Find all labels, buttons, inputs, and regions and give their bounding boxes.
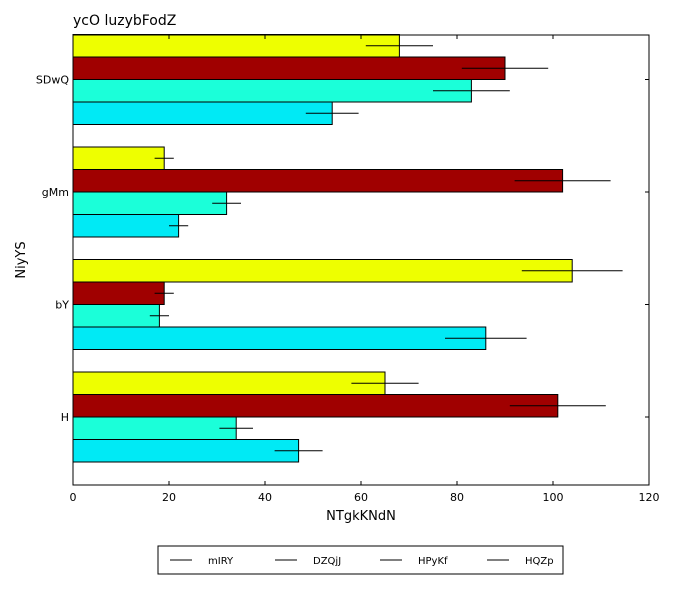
bars-layer [72,34,623,463]
y-tick-label: gMm [42,186,69,199]
bar-mIRY-bY [72,259,573,283]
bar-HPyKf-gMm [72,191,228,215]
bar-HPyKf-bY [72,304,160,328]
legend: mIRY DZQjJ HPyKf HQZp [157,545,564,575]
bar-mIRY-gMm [72,146,165,170]
x-axis-label: NTgkKNdN [326,509,396,524]
bar-HPyKf-SDwQ [72,79,472,103]
bar-HQZp-SDwQ [72,101,333,125]
legend-label-HQZp: HQZp [525,556,554,567]
bar-DZQjJ-bY [72,281,165,305]
bar-HPyKf-H [72,416,237,440]
legend-label-mIRY: mIRY [208,556,234,567]
y-tick-label: H [61,411,69,424]
y-axis-label: NiyYS [14,241,29,278]
y-tick-label: bY [55,299,69,312]
chart-title: ycO luzybFodZ [73,13,176,29]
bar-HQZp-bY [72,326,487,350]
y-tick-label: SDwQ [36,74,69,87]
bar-mIRY-SDwQ [72,34,400,58]
bar-HQZp-gMm [72,214,180,238]
legend-label-DZQjJ: DZQjJ [313,556,341,567]
axes-layer: HbY gMm SDwQ 0 20 40 60 80 100 120 [36,35,660,504]
x-tick-label: 80 [450,491,464,504]
x-tick-label: 20 [162,491,176,504]
bar-DZQjJ-SDwQ [72,56,506,80]
x-tick-label: 100 [543,491,564,504]
bar-HQZp-H [72,439,300,463]
x-tick-label: 0 [70,491,77,504]
x-tick-label: 120 [639,491,660,504]
bar-DZQjJ-H [72,394,559,418]
x-tick-label: 40 [258,491,272,504]
x-tick-label: 60 [354,491,368,504]
legend-label-HPyKf: HPyKf [418,556,448,567]
bar-DZQjJ-gMm [72,169,564,193]
bar-mIRY-H [72,371,386,395]
